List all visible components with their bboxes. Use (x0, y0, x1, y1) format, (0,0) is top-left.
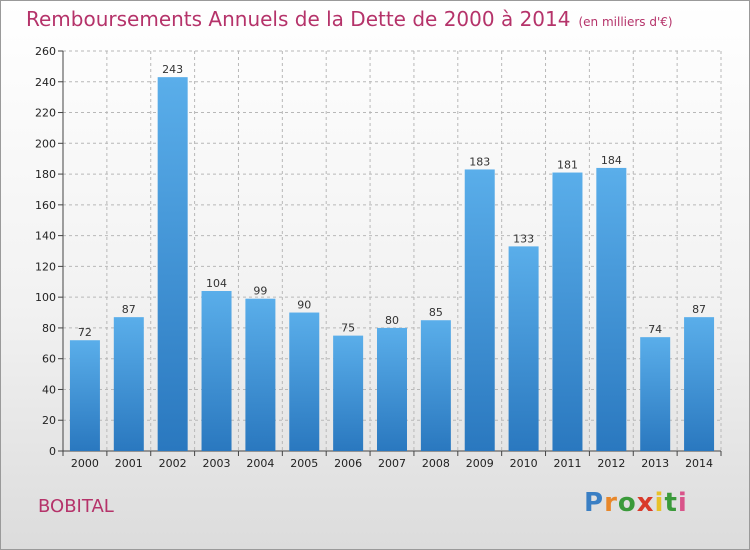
bar-2003 (201, 291, 232, 451)
x-tick-label-2002: 2002 (159, 457, 187, 470)
data-label-2007: 80 (385, 314, 399, 327)
data-label-2012: 184 (601, 154, 622, 167)
bar-2012 (596, 167, 627, 451)
data-label-2000: 72 (78, 326, 92, 339)
x-tick-label-2001: 2001 (115, 457, 143, 470)
data-label-2003: 104 (206, 277, 227, 290)
logo-letter: t (664, 488, 678, 518)
data-label-2009: 183 (469, 155, 490, 168)
y-tick-label: 80 (42, 322, 56, 335)
data-label-2004: 99 (253, 285, 267, 298)
proxiti-logo: Proxiti (584, 488, 688, 518)
y-tick-label: 200 (35, 137, 56, 150)
logo-letter: i (677, 488, 688, 518)
y-tick-label: 60 (42, 353, 56, 366)
x-tick-label-2014: 2014 (685, 457, 713, 470)
data-label-2005: 90 (297, 299, 311, 312)
y-tick-label: 0 (49, 445, 56, 458)
bar-2002 (157, 77, 188, 452)
logo-letter: i (654, 488, 665, 518)
logo-letter: o (617, 488, 637, 518)
bar-2005 (289, 312, 320, 451)
y-tick-label: 160 (35, 199, 56, 212)
data-label-2008: 85 (429, 306, 443, 319)
chart-unit: (en milliers d'€) (578, 15, 673, 29)
bar-2010 (508, 246, 539, 451)
data-label-2013: 74 (648, 323, 662, 336)
x-tick-label-2004: 2004 (246, 457, 274, 470)
y-tick-label: 100 (35, 291, 56, 304)
bar-2014 (684, 317, 715, 451)
x-tick-label-2013: 2013 (641, 457, 669, 470)
y-tick-label: 180 (35, 168, 56, 181)
x-tick-label-2011: 2011 (553, 457, 581, 470)
x-tick-label-2006: 2006 (334, 457, 362, 470)
x-tick-label-2005: 2005 (290, 457, 318, 470)
y-tick-label: 220 (35, 107, 56, 120)
bar-2007 (377, 327, 407, 451)
x-tick-label-2003: 2003 (203, 457, 231, 470)
data-label-2006: 75 (341, 322, 355, 335)
y-tick-label: 120 (35, 260, 56, 273)
x-tick-label-2010: 2010 (510, 457, 538, 470)
x-tick-label-2008: 2008 (422, 457, 450, 470)
x-tick-label-2007: 2007 (378, 457, 406, 470)
bar-2013 (640, 337, 671, 451)
bar-2011 (552, 172, 583, 452)
data-labels: 72 87 243 104 99 90 75 80 85 183 133 181 184 74 87 (78, 63, 706, 339)
y-tick-label: 40 (42, 383, 56, 396)
y-tick-label: 240 (35, 76, 56, 89)
bar-2009 (464, 169, 495, 451)
logo-letter: r (604, 488, 618, 518)
data-label-2010: 133 (513, 232, 534, 245)
chart-title-text: Remboursements Annuels de la Dette de 20… (26, 7, 571, 31)
data-label-2001: 87 (122, 303, 136, 316)
bar-2000 (69, 340, 100, 451)
location-name: BOBITAL (38, 496, 114, 517)
y-tick-label: 140 (35, 230, 56, 243)
y-tick-label: 20 (42, 414, 56, 427)
x-tick-label-2012: 2012 (597, 457, 625, 470)
data-label-2002: 243 (162, 63, 183, 76)
x-tick-label-2000: 2000 (71, 457, 99, 470)
bar-2001 (113, 317, 144, 451)
logo-letter: P (584, 488, 605, 518)
y-tick-label: 260 (35, 45, 56, 58)
data-label-2014: 87 (692, 303, 706, 316)
bar-2004 (245, 298, 276, 451)
bar-2006 (333, 335, 364, 451)
x-tick-label-2009: 2009 (466, 457, 494, 470)
chart-title: Remboursements Annuels de la Dette de 20… (26, 7, 673, 31)
tick-labels: 0 20 40 60 80 100 120 140 160 180 200 220 240 260 2000… (35, 45, 713, 470)
logo-letter: x (636, 488, 655, 518)
bars (69, 77, 715, 452)
bar-2008 (420, 320, 451, 451)
data-label-2011: 181 (557, 159, 578, 172)
